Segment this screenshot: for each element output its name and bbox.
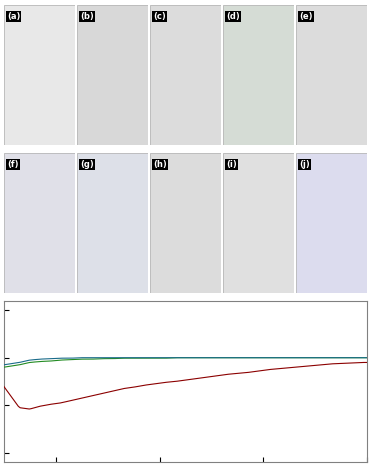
FancyBboxPatch shape: [4, 5, 75, 145]
FancyBboxPatch shape: [223, 153, 294, 293]
Text: (c): (c): [153, 12, 166, 21]
FancyBboxPatch shape: [296, 153, 367, 293]
FancyBboxPatch shape: [223, 5, 294, 145]
FancyBboxPatch shape: [77, 153, 148, 293]
FancyBboxPatch shape: [77, 5, 148, 145]
FancyBboxPatch shape: [296, 5, 367, 145]
Text: (i): (i): [226, 160, 237, 169]
FancyBboxPatch shape: [150, 5, 221, 145]
Text: (g): (g): [80, 160, 94, 169]
Text: (h): (h): [153, 160, 167, 169]
FancyBboxPatch shape: [150, 153, 221, 293]
Text: (a): (a): [7, 12, 21, 21]
Text: (d): (d): [226, 12, 240, 21]
Text: (e): (e): [299, 12, 313, 21]
Text: (f): (f): [7, 160, 19, 169]
Text: (b): (b): [80, 12, 94, 21]
FancyBboxPatch shape: [4, 153, 75, 293]
Text: (j): (j): [299, 160, 310, 169]
